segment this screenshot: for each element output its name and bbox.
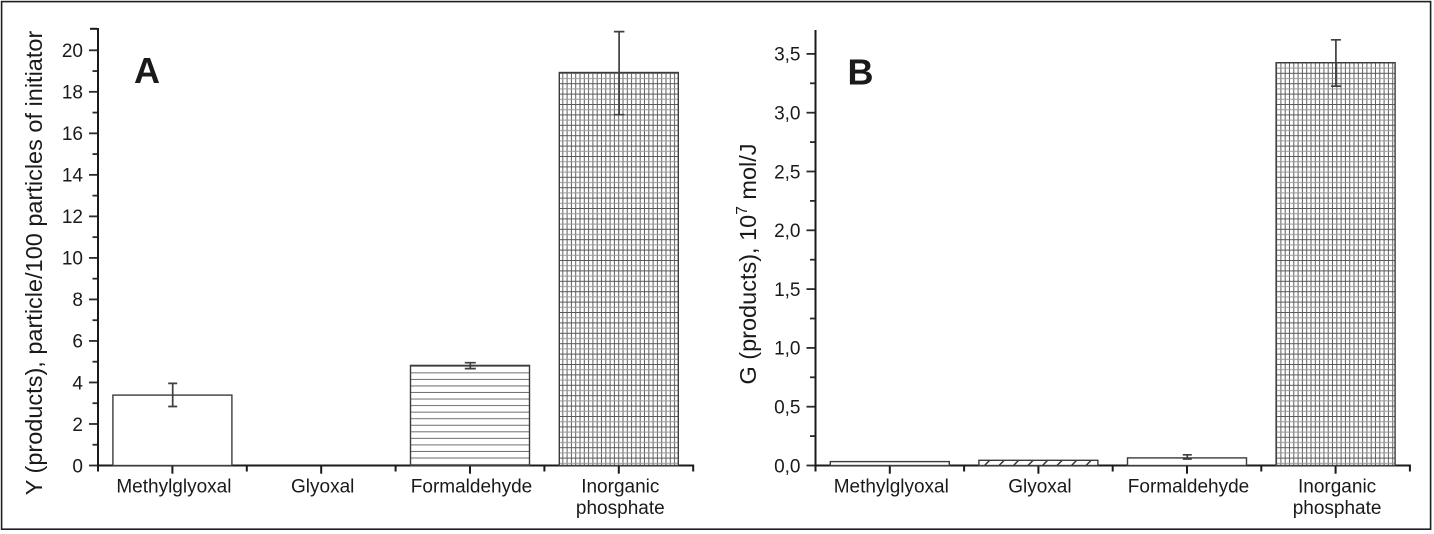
svg-text:16: 16 (62, 124, 83, 145)
svg-text:B: B (848, 52, 874, 93)
svg-text:20: 20 (62, 41, 83, 62)
svg-text:6: 6 (72, 332, 83, 353)
svg-text:G (products), 107 mol/J: G (products), 107 mol/J (734, 143, 761, 384)
svg-text:18: 18 (62, 83, 83, 104)
svg-text:Formaldehyde: Formaldehyde (1128, 476, 1249, 497)
svg-text:Formaldehyde: Formaldehyde (411, 476, 532, 497)
svg-text:10: 10 (62, 249, 83, 270)
svg-text:Methylglyoxal: Methylglyoxal (116, 476, 231, 497)
svg-text:Glyoxal: Glyoxal (1008, 476, 1071, 497)
svg-text:1,5: 1,5 (774, 280, 800, 301)
svg-text:2: 2 (72, 415, 83, 436)
svg-text:Glyoxal: Glyoxal (291, 476, 354, 497)
svg-text:3,5: 3,5 (774, 45, 800, 66)
svg-text:Inorganic: Inorganic (581, 476, 659, 497)
svg-text:Inorganic: Inorganic (1298, 476, 1376, 497)
svg-text:Y (products), particle/100 par: Y (products), particle/100 particles of … (21, 31, 47, 496)
svg-text:3,0: 3,0 (774, 104, 800, 125)
svg-text:2,0: 2,0 (774, 221, 800, 242)
svg-text:phosphate: phosphate (576, 498, 665, 519)
svg-text:A: A (134, 50, 160, 91)
svg-text:0: 0 (72, 456, 83, 477)
svg-text:0,0: 0,0 (774, 456, 800, 477)
svg-text:2,5: 2,5 (774, 162, 800, 183)
svg-text:4: 4 (72, 373, 83, 394)
svg-text:0,5: 0,5 (774, 398, 800, 419)
svg-text:1,0: 1,0 (774, 339, 800, 360)
svg-text:phosphate: phosphate (1293, 498, 1382, 519)
svg-text:8: 8 (72, 290, 83, 311)
svg-text:14: 14 (62, 166, 84, 187)
svg-text:Methylglyoxal: Methylglyoxal (834, 476, 949, 497)
svg-text:12: 12 (62, 207, 83, 228)
